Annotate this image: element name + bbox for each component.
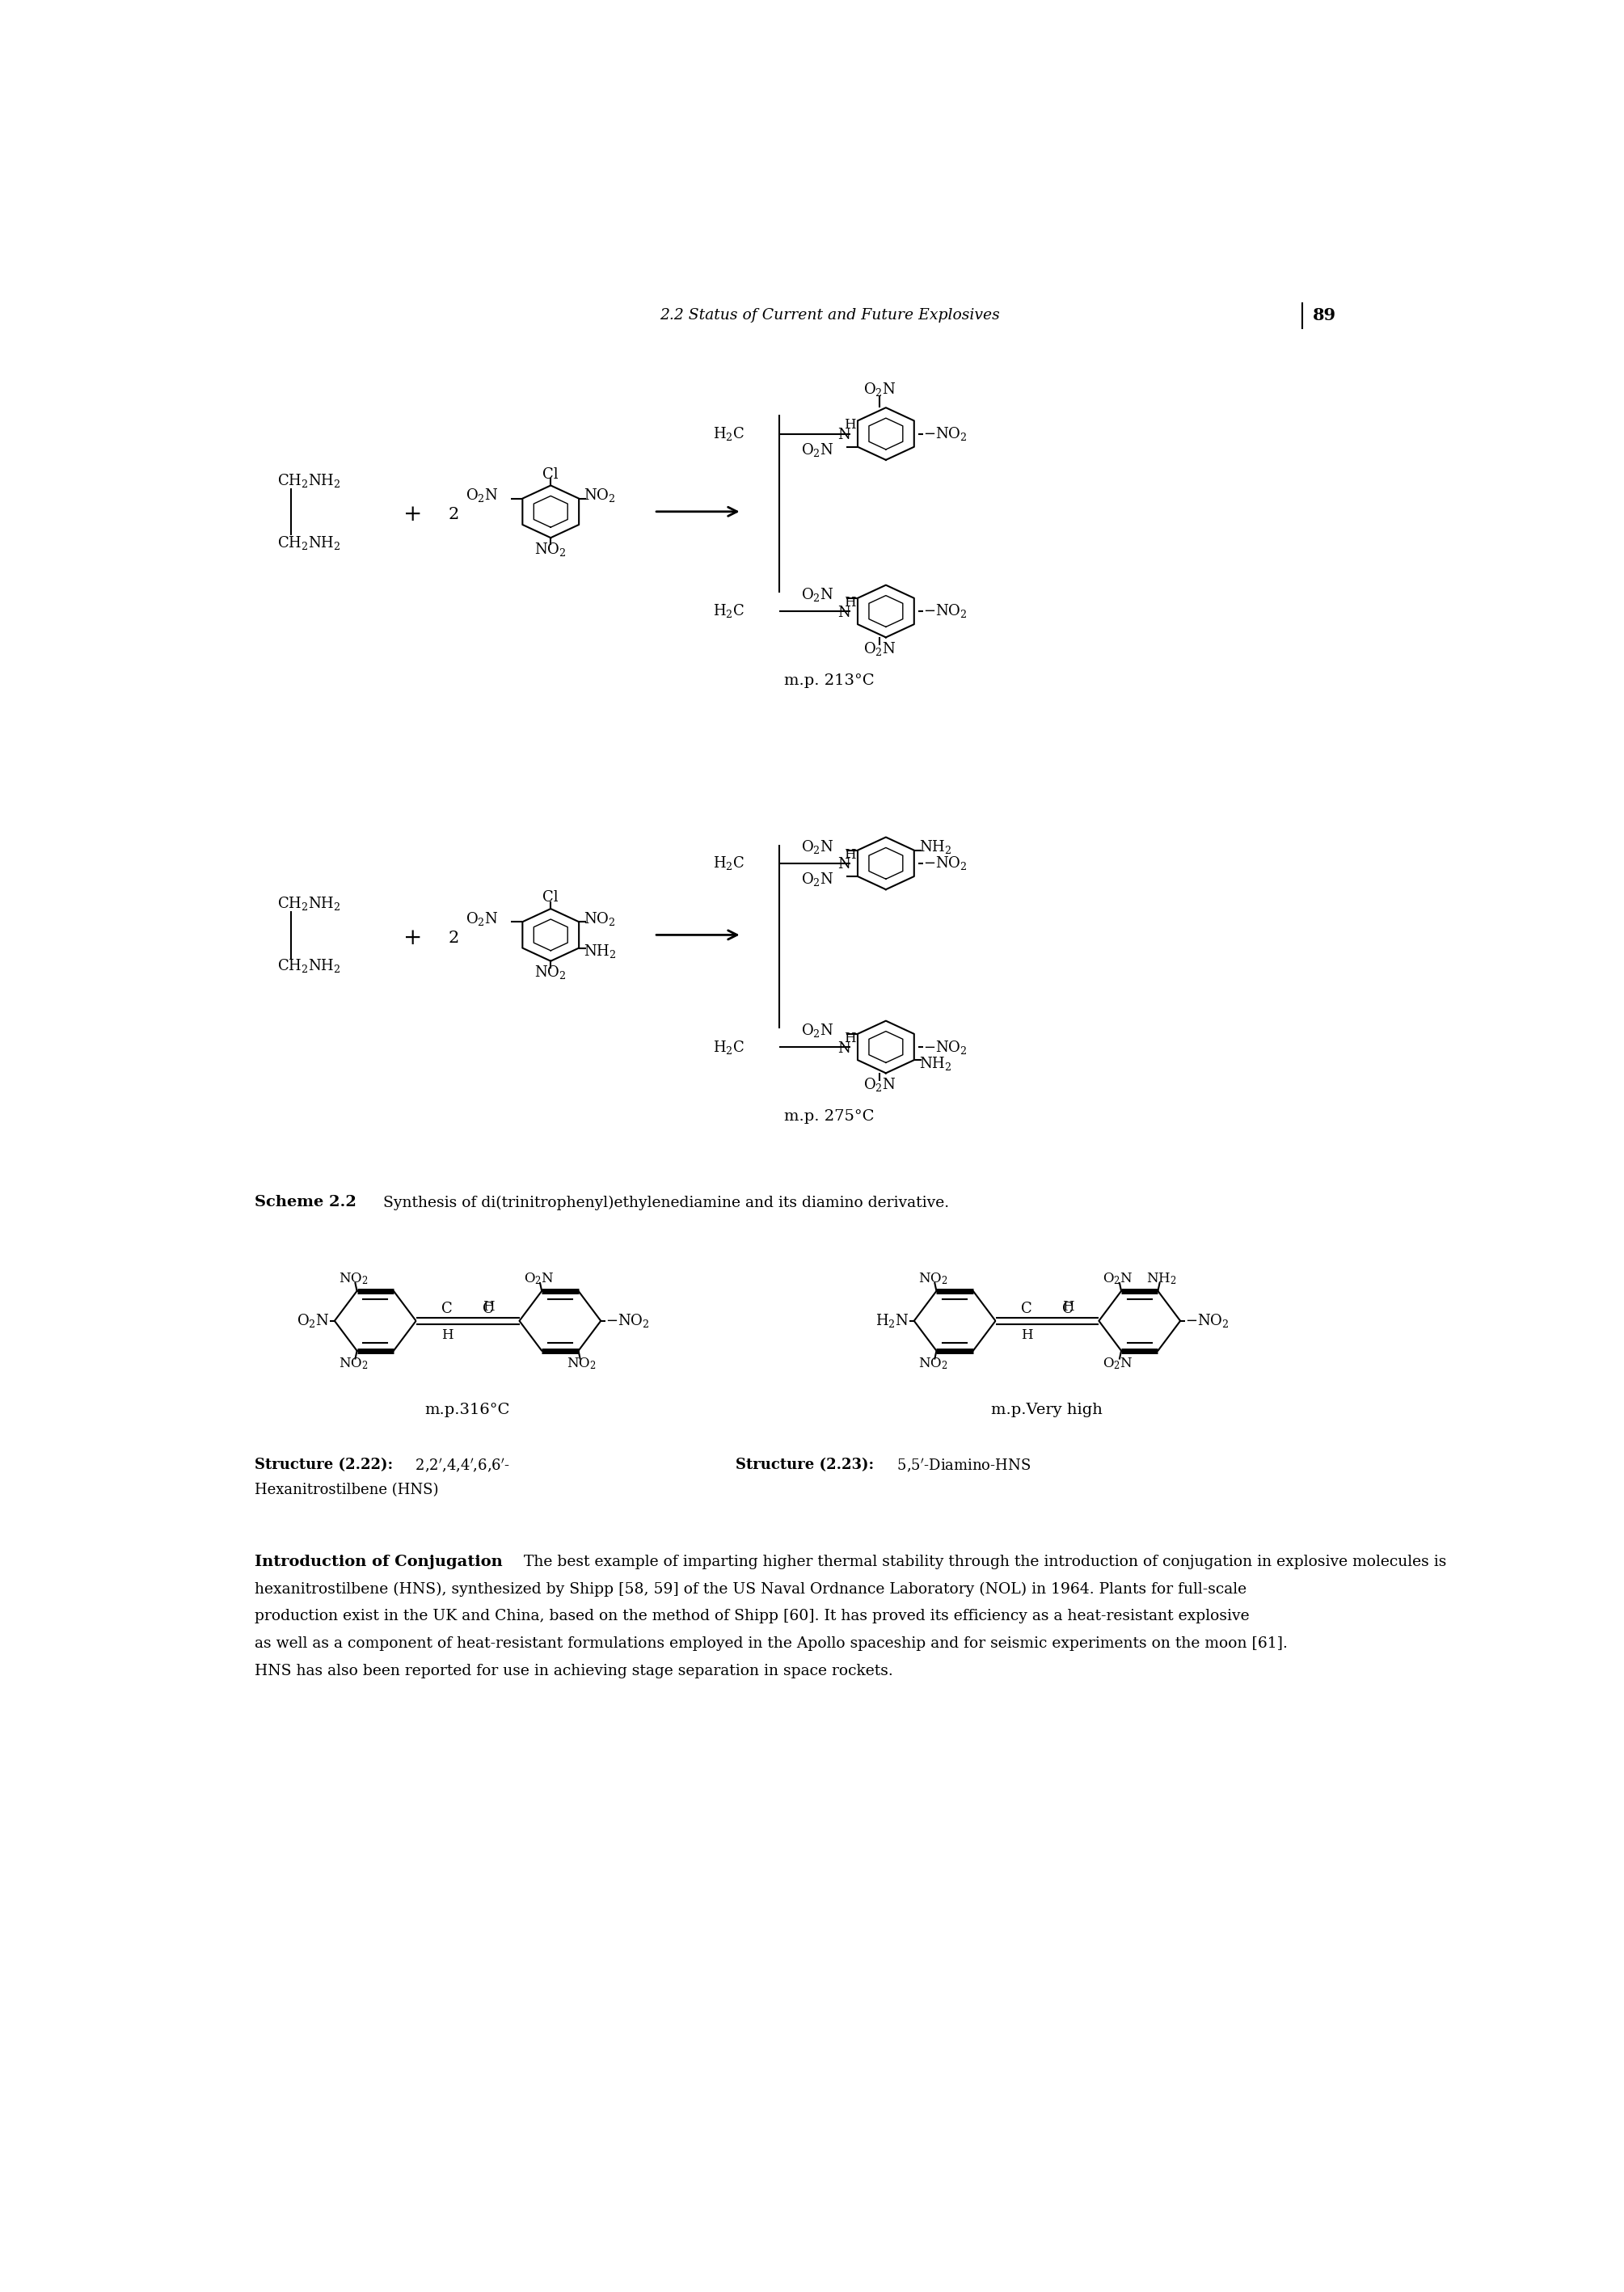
Text: N: N: [838, 857, 849, 871]
Text: C: C: [482, 1302, 494, 1316]
Text: 2: 2: [448, 931, 460, 947]
Text: hexanitrostilbene (HNS), synthesized by Shipp [58, 59] of the US Naval Ordnance : hexanitrostilbene (HNS), synthesized by …: [255, 1581, 1246, 1598]
Text: N: N: [838, 605, 849, 619]
Text: $\mathregular{-NO_2}$: $\mathregular{-NO_2}$: [1186, 1313, 1229, 1329]
Text: Cl: Cl: [542, 889, 559, 905]
Text: H: H: [442, 1329, 453, 1343]
Text: $\mathregular{-NO_2}$: $\mathregular{-NO_2}$: [924, 1038, 968, 1054]
Text: $\mathregular{NO_2}$: $\mathregular{NO_2}$: [585, 910, 615, 928]
Text: +: +: [403, 504, 422, 525]
Text: $\mathregular{CH_2NH_2}$: $\mathregular{CH_2NH_2}$: [278, 534, 341, 550]
Text: $\mathregular{NO_2}$: $\mathregular{NO_2}$: [339, 1272, 369, 1286]
Text: $\mathregular{NO_2}$: $\mathregular{NO_2}$: [585, 486, 615, 504]
Text: $\mathregular{H_2C}$: $\mathregular{H_2C}$: [713, 1038, 745, 1054]
Text: $\mathregular{O_2N}$: $\mathregular{O_2N}$: [801, 1022, 833, 1038]
Text: $\mathregular{O_2N}$: $\mathregular{O_2N}$: [801, 442, 833, 458]
Text: Introduction of Conjugation: Introduction of Conjugation: [255, 1554, 502, 1568]
Text: $\mathregular{NH_2}$: $\mathregular{NH_2}$: [1147, 1272, 1176, 1286]
Text: The best example of imparting higher thermal stability through the introduction : The best example of imparting higher the…: [515, 1554, 1447, 1568]
Text: $\mathregular{O_2N}$: $\mathregular{O_2N}$: [801, 839, 833, 855]
Text: N: N: [838, 429, 849, 442]
Text: 2.2 Status of Current and Future Explosives: 2.2 Status of Current and Future Explosi…: [659, 307, 999, 323]
Text: $\mathregular{NO_2}$: $\mathregular{NO_2}$: [534, 963, 567, 981]
Text: Structure (2.22):: Structure (2.22):: [255, 1458, 393, 1471]
Text: production exist in the UK and China, based on the method of Shipp [60]. It has : production exist in the UK and China, ba…: [255, 1609, 1249, 1623]
Text: Cl: Cl: [542, 468, 559, 481]
Text: HNS has also been reported for use in achieving stage separation in space rocket: HNS has also been reported for use in ac…: [255, 1664, 893, 1678]
Text: H: H: [844, 596, 856, 610]
Text: m.p.Very high: m.p.Very high: [991, 1403, 1103, 1416]
Text: H: H: [1020, 1329, 1033, 1343]
Text: $\mathregular{CH_2NH_2}$: $\mathregular{CH_2NH_2}$: [278, 896, 341, 912]
Text: 2: 2: [448, 507, 460, 523]
Text: $\mathregular{NH_2}$: $\mathregular{NH_2}$: [585, 942, 617, 960]
Text: $\mathregular{NH_2}$: $\mathregular{NH_2}$: [919, 1054, 952, 1073]
Text: $\mathregular{O_2N}$: $\mathregular{O_2N}$: [864, 639, 896, 658]
Text: 2,2$'$,4,4$'$,6,6$'$-: 2,2$'$,4,4$'$,6,6$'$-: [411, 1458, 510, 1476]
Text: $\mathregular{NO_2}$: $\mathregular{NO_2}$: [567, 1355, 596, 1371]
Text: H: H: [482, 1300, 494, 1313]
Text: $\mathregular{H_2N}$: $\mathregular{H_2N}$: [875, 1313, 909, 1329]
Text: $\mathregular{O_2N}$: $\mathregular{O_2N}$: [1103, 1355, 1134, 1371]
Text: $\mathregular{-NO_2}$: $\mathregular{-NO_2}$: [606, 1313, 650, 1329]
Text: m.p.316°C: m.p.316°C: [425, 1403, 510, 1416]
Text: Hexanitrostilbene (HNS): Hexanitrostilbene (HNS): [255, 1483, 438, 1497]
Text: C: C: [1021, 1302, 1033, 1316]
Text: N: N: [838, 1041, 849, 1057]
Text: $\mathregular{O_2N}$: $\mathregular{O_2N}$: [801, 871, 833, 887]
Text: m.p. 275°C: m.p. 275°C: [784, 1109, 875, 1123]
Text: Scheme 2.2: Scheme 2.2: [255, 1196, 356, 1210]
Text: $\mathregular{CH_2NH_2}$: $\mathregular{CH_2NH_2}$: [278, 472, 341, 488]
Text: $\mathregular{O_2N}$: $\mathregular{O_2N}$: [523, 1272, 554, 1286]
Text: $\mathregular{O_2N}$: $\mathregular{O_2N}$: [864, 380, 896, 397]
Text: $\mathregular{NH_2}$: $\mathregular{NH_2}$: [919, 839, 952, 855]
Text: 89: 89: [1312, 307, 1337, 323]
Text: H: H: [844, 848, 856, 862]
Text: $\mathregular{NO_2}$: $\mathregular{NO_2}$: [534, 541, 567, 557]
Text: $\mathregular{CH_2NH_2}$: $\mathregular{CH_2NH_2}$: [278, 958, 341, 974]
Text: $\mathregular{H_2C}$: $\mathregular{H_2C}$: [713, 603, 745, 619]
Text: $\mathregular{-NO_2}$: $\mathregular{-NO_2}$: [924, 603, 968, 619]
Text: 5,5$'$-Diamino-HNS: 5,5$'$-Diamino-HNS: [892, 1458, 1031, 1476]
Text: H: H: [1062, 1300, 1073, 1313]
Text: $\mathregular{NO_2}$: $\mathregular{NO_2}$: [339, 1355, 369, 1371]
Text: $\mathregular{H_2C}$: $\mathregular{H_2C}$: [713, 426, 745, 442]
Text: $\mathregular{O_2N}$: $\mathregular{O_2N}$: [801, 587, 833, 603]
Text: as well as a component of heat-resistant formulations employed in the Apollo spa: as well as a component of heat-resistant…: [255, 1636, 1288, 1650]
Text: H: H: [844, 1031, 856, 1045]
Text: m.p. 213°C: m.p. 213°C: [784, 674, 875, 688]
Text: $\mathregular{NO_2}$: $\mathregular{NO_2}$: [919, 1355, 948, 1371]
Text: +: +: [403, 926, 422, 949]
Text: $\mathregular{O_2N}$: $\mathregular{O_2N}$: [297, 1313, 330, 1329]
Text: $\mathregular{O_2N}$: $\mathregular{O_2N}$: [864, 1075, 896, 1093]
Text: C: C: [1062, 1302, 1073, 1316]
Text: $\mathregular{O_2N}$: $\mathregular{O_2N}$: [466, 910, 499, 928]
Text: Synthesis of di(trinitrophenyl)ethylenediamine and its diamino derivative.: Synthesis of di(trinitrophenyl)ethylened…: [374, 1194, 948, 1210]
Text: H: H: [844, 417, 856, 431]
Text: $\mathregular{-NO_2}$: $\mathregular{-NO_2}$: [924, 855, 968, 871]
Text: $\mathregular{O_2N}$: $\mathregular{O_2N}$: [1103, 1272, 1134, 1286]
Text: $\mathregular{O_2N}$: $\mathregular{O_2N}$: [466, 486, 499, 504]
Text: $\mathregular{H_2C}$: $\mathregular{H_2C}$: [713, 855, 745, 871]
Text: $\mathregular{NO_2}$: $\mathregular{NO_2}$: [919, 1272, 948, 1286]
Text: C: C: [442, 1302, 453, 1316]
Text: $\mathregular{-NO_2}$: $\mathregular{-NO_2}$: [924, 426, 968, 442]
Text: Structure (2.23):: Structure (2.23):: [736, 1458, 874, 1471]
